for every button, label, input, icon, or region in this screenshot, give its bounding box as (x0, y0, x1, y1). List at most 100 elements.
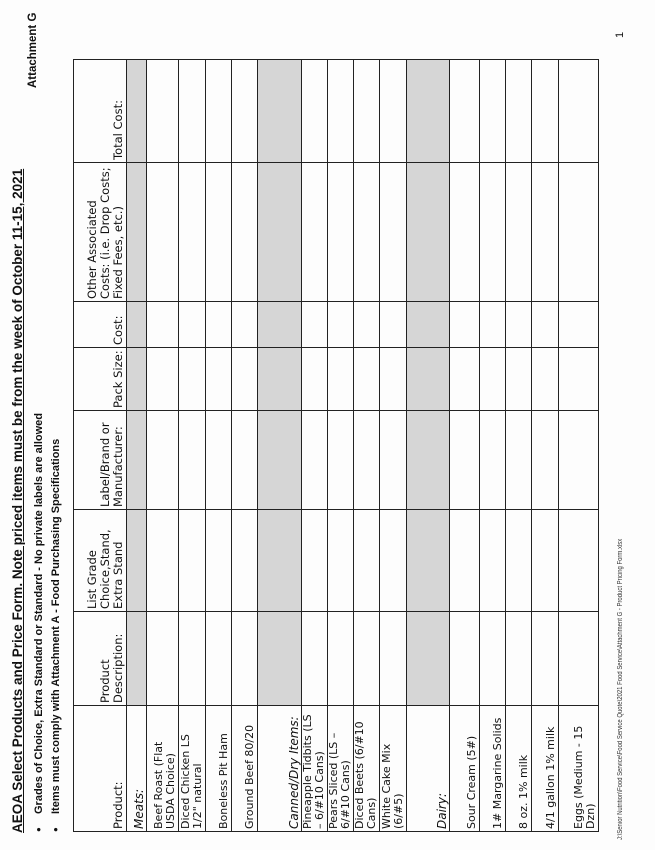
entry-cell[interactable] (353, 59, 380, 163)
entry-cell[interactable] (379, 347, 407, 411)
entry-cell[interactable] (531, 162, 559, 302)
entry-cell[interactable] (231, 162, 258, 302)
category-row: Meats: (126, 59, 147, 832)
entry-cell[interactable] (558, 162, 599, 302)
price-form-table: Product: Product Description: List Grade C… (73, 59, 599, 832)
entry-cell[interactable] (353, 611, 380, 706)
shaded-cell (406, 509, 450, 612)
entry-cell[interactable] (353, 301, 380, 348)
entry-cell[interactable] (205, 301, 232, 348)
entry-cell[interactable] (146, 347, 179, 411)
entry-cell[interactable] (205, 59, 232, 163)
entry-cell[interactable] (379, 59, 407, 163)
entry-cell[interactable] (449, 162, 480, 302)
entry-cell[interactable] (146, 611, 179, 706)
entry-cell[interactable] (178, 611, 206, 706)
entry-cell[interactable] (327, 611, 354, 706)
entry-cell[interactable] (449, 347, 480, 411)
entry-cell[interactable] (379, 410, 407, 510)
entry-cell[interactable] (449, 59, 480, 163)
entry-cell[interactable] (178, 347, 206, 411)
entry-cell[interactable] (449, 301, 480, 348)
entry-cell[interactable] (479, 347, 506, 411)
column-header: Label/Brand or Manufacturer: (73, 410, 127, 510)
entry-cell[interactable] (558, 347, 599, 411)
entry-cell[interactable] (479, 59, 506, 163)
entry-cell[interactable] (205, 410, 232, 510)
shaded-cell (257, 347, 302, 411)
entry-cell[interactable] (178, 509, 206, 612)
entry-cell[interactable] (558, 410, 599, 510)
entry-cell[interactable] (178, 410, 206, 510)
entry-cell[interactable] (301, 611, 328, 706)
entry-cell[interactable] (531, 410, 559, 510)
entry-cell[interactable] (531, 59, 559, 163)
entry-cell[interactable] (505, 59, 532, 163)
entry-cell[interactable] (146, 410, 179, 510)
entry-cell[interactable] (301, 509, 328, 612)
entry-cell[interactable] (479, 509, 506, 612)
entry-cell[interactable] (531, 301, 559, 348)
entry-cell[interactable] (353, 410, 380, 510)
entry-cell[interactable] (479, 301, 506, 348)
entry-cell[interactable] (205, 347, 232, 411)
entry-cell[interactable] (327, 301, 354, 348)
entry-cell[interactable] (327, 162, 354, 302)
entry-cell[interactable] (531, 347, 559, 411)
entry-cell[interactable] (353, 347, 380, 411)
entry-cell[interactable] (178, 162, 206, 302)
entry-cell[interactable] (205, 611, 232, 706)
entry-cell[interactable] (449, 509, 480, 612)
entry-cell[interactable] (379, 162, 407, 302)
entry-cell[interactable] (327, 59, 354, 163)
entry-cell[interactable] (353, 509, 380, 612)
entry-cell[interactable] (505, 301, 532, 348)
entry-cell[interactable] (531, 611, 559, 706)
entry-cell[interactable] (449, 611, 480, 706)
entry-cell[interactable] (146, 162, 179, 302)
entry-cell[interactable] (146, 509, 179, 612)
entry-cell[interactable] (146, 59, 179, 163)
entry-cell[interactable] (301, 410, 328, 510)
entry-cell[interactable] (301, 347, 328, 411)
entry-cell[interactable] (449, 410, 480, 510)
entry-cell[interactable] (505, 509, 532, 612)
entry-cell[interactable] (231, 347, 258, 411)
entry-cell[interactable] (178, 59, 206, 163)
entry-cell[interactable] (505, 410, 532, 510)
entry-cell[interactable] (505, 611, 532, 706)
entry-cell[interactable] (479, 162, 506, 302)
entry-cell[interactable] (558, 509, 599, 612)
entry-cell[interactable] (301, 301, 328, 348)
entry-cell[interactable] (205, 509, 232, 612)
entry-cell[interactable] (379, 611, 407, 706)
table-row: 8 oz. 1% milk (505, 59, 532, 832)
entry-cell[interactable] (479, 410, 506, 510)
table-row: 1# Margarine Solids (479, 59, 506, 832)
entry-cell[interactable] (379, 301, 407, 348)
entry-cell[interactable] (327, 410, 354, 510)
entry-cell[interactable] (301, 162, 328, 302)
entry-cell[interactable] (327, 347, 354, 411)
entry-cell[interactable] (327, 509, 354, 612)
entry-cell[interactable] (353, 162, 380, 302)
entry-cell[interactable] (558, 59, 599, 163)
entry-cell[interactable] (531, 509, 559, 612)
entry-cell[interactable] (178, 301, 206, 348)
table-row: 4/1 gallon 1% milk (531, 59, 559, 832)
entry-cell[interactable] (231, 611, 258, 706)
entry-cell[interactable] (479, 611, 506, 706)
entry-cell[interactable] (231, 509, 258, 612)
entry-cell[interactable] (505, 347, 532, 411)
entry-cell[interactable] (558, 611, 599, 706)
entry-cell[interactable] (146, 301, 179, 348)
entry-cell[interactable] (231, 59, 258, 163)
entry-cell[interactable] (231, 410, 258, 510)
entry-cell[interactable] (205, 162, 232, 302)
entry-cell[interactable] (505, 162, 532, 302)
entry-cell[interactable] (231, 301, 258, 348)
entry-cell[interactable] (558, 301, 599, 348)
column-header: Product Description: (73, 611, 127, 706)
entry-cell[interactable] (379, 509, 407, 612)
entry-cell[interactable] (301, 59, 328, 163)
